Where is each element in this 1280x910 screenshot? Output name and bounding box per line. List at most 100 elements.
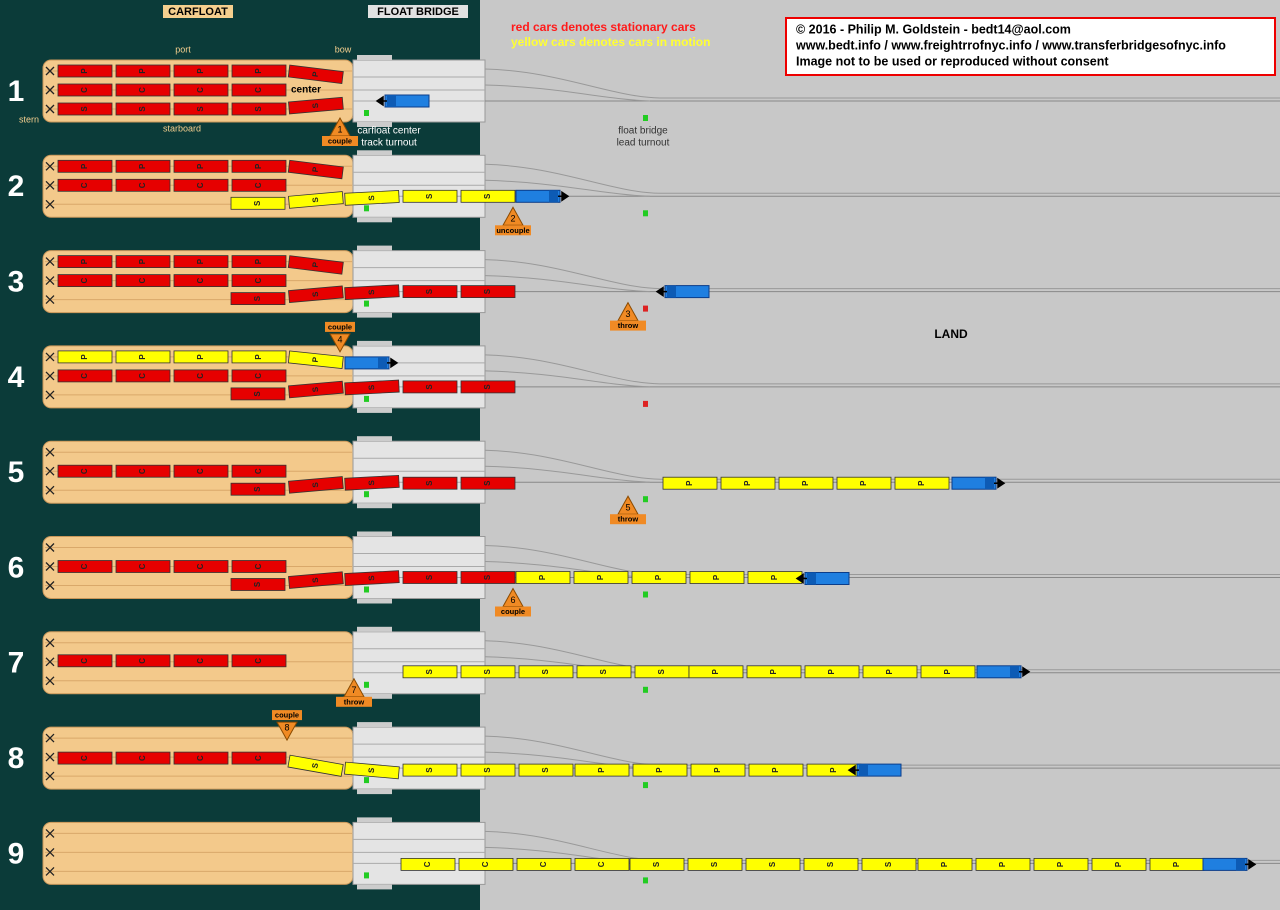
car-body — [115, 159, 171, 173]
car-body — [458, 858, 514, 871]
car-label: P — [538, 574, 547, 580]
car: S — [460, 571, 516, 584]
car-label: S — [80, 106, 89, 112]
step-marker — [329, 333, 351, 353]
car-label: P — [685, 480, 694, 486]
track-end — [45, 581, 55, 590]
car: C — [231, 83, 287, 97]
car-label: C — [80, 658, 89, 664]
car-body — [231, 102, 287, 116]
car: C — [516, 858, 572, 871]
car: P — [57, 159, 113, 173]
car-body — [460, 571, 516, 584]
car-label: P — [196, 68, 205, 74]
car: P — [231, 350, 287, 364]
car-label: C — [254, 373, 263, 379]
car-body — [57, 464, 113, 478]
car-body — [173, 560, 229, 573]
car-label: P — [254, 68, 263, 74]
car-label: S — [483, 288, 492, 294]
signal — [643, 400, 648, 407]
car: C — [400, 858, 456, 871]
track-end — [45, 543, 55, 552]
car-body — [231, 64, 287, 78]
car: S — [115, 102, 171, 116]
car-body — [231, 274, 287, 288]
car-body — [231, 369, 287, 383]
signal — [643, 496, 648, 503]
bridge-cap — [357, 245, 392, 251]
car-label: S — [367, 767, 376, 774]
direction-arrow — [558, 190, 570, 202]
panel-number: 4 — [8, 361, 25, 394]
bridge-cap — [357, 312, 392, 318]
car-label: S — [884, 861, 893, 867]
car-body — [287, 159, 344, 180]
car-label: S — [311, 291, 320, 298]
car: P — [748, 763, 804, 777]
car-body — [115, 369, 171, 383]
bridge-cap — [357, 817, 392, 823]
legend-yellow: yellow cars denotes cars in motion — [511, 35, 710, 49]
car-label: S — [254, 106, 263, 112]
car-body — [115, 64, 171, 78]
car-body — [173, 464, 229, 478]
car-body — [402, 476, 458, 490]
car-label: P — [885, 668, 894, 674]
step-number: 8 — [284, 722, 289, 732]
car-label: P — [829, 767, 838, 773]
bridge-cap — [357, 722, 392, 728]
car-label: P — [254, 163, 263, 169]
signal — [364, 872, 369, 879]
car-label: C — [138, 563, 147, 569]
car: C — [57, 369, 113, 383]
car-body — [1033, 858, 1089, 871]
car: P — [573, 571, 629, 584]
car-label: P — [1056, 861, 1065, 867]
float-bridge — [352, 821, 486, 885]
car: P — [689, 571, 745, 584]
car-label: P — [655, 767, 664, 773]
car-label: S — [652, 861, 661, 867]
car-body — [231, 654, 287, 668]
car-body — [344, 474, 400, 491]
car: S — [460, 285, 516, 299]
car: S — [518, 763, 574, 777]
car: S — [230, 578, 286, 591]
car-label: P — [711, 668, 720, 674]
locomotive-cab — [667, 285, 676, 298]
car-label: C — [196, 373, 205, 379]
track-end — [45, 276, 55, 286]
car-body — [288, 571, 344, 589]
car: S — [231, 102, 287, 116]
car-body — [115, 274, 171, 288]
step-action: throw — [618, 321, 639, 330]
car: P — [115, 255, 171, 269]
car: C — [57, 178, 113, 192]
float-bridge — [352, 536, 486, 599]
carfloat — [42, 821, 354, 885]
car-label: C — [254, 277, 263, 283]
track-end — [45, 771, 55, 781]
car: C — [173, 464, 229, 478]
land-track — [484, 163, 1280, 194]
track-end — [45, 847, 55, 857]
land-track — [484, 449, 1280, 480]
car-body — [631, 571, 687, 584]
car-body — [746, 665, 802, 679]
car: C — [231, 751, 287, 765]
cars: 1 P P P P P C C C C S S S S S 1 couple 2 P P P P P C C C C S S S S S 2 un… — [8, 64, 1257, 871]
car: P — [57, 350, 113, 364]
car-body — [57, 159, 113, 173]
bridge-cap — [357, 217, 392, 223]
car-label: C — [80, 87, 89, 93]
car: P — [1149, 858, 1205, 871]
car: S — [230, 482, 286, 496]
car-label: P — [311, 261, 321, 268]
bridge-cap — [357, 407, 392, 413]
car-body — [173, 102, 229, 116]
car: P — [690, 763, 746, 777]
car-body — [231, 178, 287, 192]
car-body — [460, 189, 516, 203]
car-label: P — [80, 354, 89, 360]
